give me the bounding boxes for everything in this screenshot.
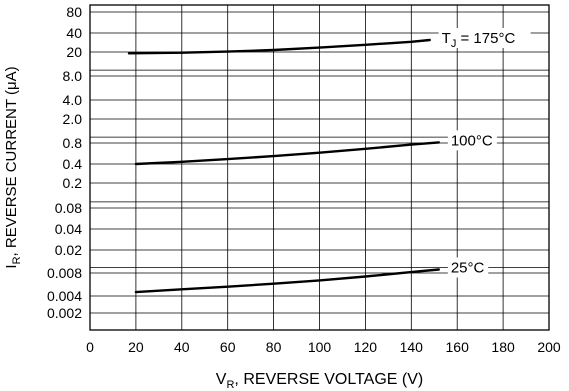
- y-axis-label: IR, REVERSE CURRENT (μA): [3, 66, 23, 268]
- x-tick-label: 20: [128, 339, 144, 355]
- series-label: 100°C: [451, 132, 493, 149]
- series-label: TJ = 175°C: [442, 30, 516, 50]
- y-tick-label: 2.0: [63, 111, 83, 127]
- y-tick-label: 0.2: [63, 175, 83, 191]
- y-tick-label: 0.8: [63, 135, 83, 151]
- series-label-bg: [447, 257, 489, 278]
- y-tick-label: 80: [66, 4, 82, 20]
- x-tick-label: 80: [266, 339, 282, 355]
- series-line: [134, 268, 440, 294]
- series-line: [127, 38, 431, 55]
- series-line: [134, 141, 440, 166]
- y-tick-label: 0.002: [47, 305, 82, 321]
- x-tick-label: 120: [354, 339, 378, 355]
- x-axis-label: VR, REVERSE VOLTAGE (V): [216, 371, 423, 391]
- y-tick-label: 0.004: [47, 288, 82, 304]
- plot-frame: [89, 4, 550, 331]
- x-tick-label: 180: [491, 339, 515, 355]
- y-tick-label: 40: [66, 25, 82, 41]
- series-labels: TJ = 175°C 100°C 25°C: [438, 27, 531, 278]
- series-lines: [127, 38, 440, 294]
- x-tick-label: 140: [400, 339, 424, 355]
- x-tick-label: 40: [174, 339, 190, 355]
- x-tick-label: 200: [537, 339, 561, 355]
- y-tick-label: 20: [66, 44, 82, 60]
- y-tick-label: 0.008: [47, 265, 82, 281]
- series-label-bg: [447, 130, 497, 151]
- x-tick-label: 100: [308, 339, 332, 355]
- y-tick-label: 0.4: [63, 156, 83, 172]
- y-tick-label: 8.0: [63, 68, 83, 84]
- tick-labels: 0 20 40 60 80 100 120 140 160 180 200 80 40 20 8.0 4.0 2…: [47, 4, 561, 355]
- series-label-bg: [438, 27, 531, 48]
- x-tick-label: 0: [86, 339, 94, 355]
- y-tick-label: 0.04: [55, 221, 82, 237]
- y-tick-label: 4.0: [63, 92, 83, 108]
- x-tick-label: 60: [220, 339, 236, 355]
- series-label: 25°C: [451, 259, 485, 276]
- x-tick-label: 160: [446, 339, 470, 355]
- y-tick-label: 0.08: [55, 200, 82, 216]
- y-tick-label: 0.02: [55, 242, 82, 258]
